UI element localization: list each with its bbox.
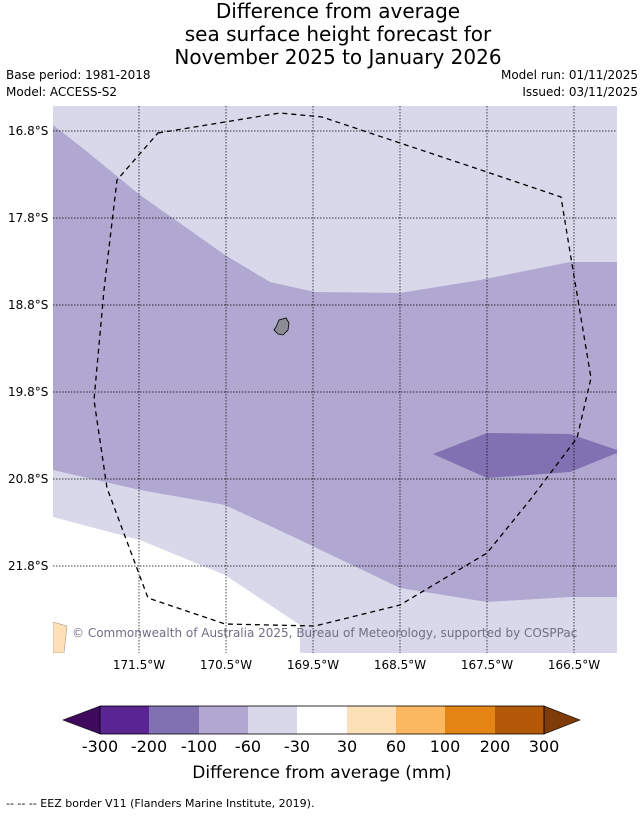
lon-label-170-5: 170.5°W (199, 658, 253, 672)
colorbar-tick-200: 200 (479, 737, 511, 756)
colorbar (62, 705, 581, 735)
lat-label-20-8: 20.8°S (8, 472, 49, 486)
colorbar-tick-minus-300: -300 (81, 737, 119, 756)
colorbar-tick-minus-100: -100 (180, 737, 218, 756)
colorbar-segment-9 (495, 706, 544, 734)
lat-label-17-8: 17.8°S (8, 211, 49, 225)
colorbar-tick-minus-60: -60 (234, 737, 262, 756)
base-period: Base period: 1981-2018 (6, 68, 151, 82)
title-line-1: Difference from average (215, 0, 461, 23)
chart-title: Difference from average sea surface heig… (0, 0, 644, 69)
copyright-notice: © Commonwealth of Australia 2025, Bureau… (72, 626, 578, 640)
colorbar-tick-minus-200: -200 (130, 737, 168, 756)
lat-label-19-8: 19.8°S (8, 385, 49, 399)
colorbar-segment-2 (149, 706, 199, 734)
lat-label-16-8: 16.8°S (8, 124, 49, 138)
title-line-2: sea surface height forecast for (184, 22, 492, 46)
land-peach-edge (53, 621, 68, 653)
colorbar-arrow-high (543, 705, 581, 735)
colorbar-tick-30: 30 (336, 737, 358, 756)
colorbar-segment-7 (396, 706, 445, 734)
issued-date: Issued: 03/11/2025 (522, 85, 638, 99)
lat-label-21-8: 21.8°S (8, 559, 49, 573)
lon-label-167-5: 167.5°W (460, 658, 514, 672)
lat-label-18-8: 18.8°S (8, 298, 49, 312)
eez-border (93, 112, 592, 627)
band-minus-60-to-30 (53, 125, 617, 602)
title-line-3: November 2025 to January 2026 (174, 45, 502, 69)
colorbar-segment-8 (445, 706, 495, 734)
colorbar-tick-60: 60 (385, 737, 407, 756)
model-run: Model run: 01/11/2025 (500, 68, 638, 82)
graticule (53, 106, 617, 653)
model-name: Model: ACCESS-S2 (6, 85, 118, 99)
colorbar-segment-5 (297, 706, 347, 734)
colorbar-outline (99, 705, 545, 735)
colorbar-tick-300: 300 (528, 737, 560, 756)
colorbar-tick-minus-30: -30 (283, 737, 311, 756)
band-minus-100-to-60 (433, 433, 617, 478)
colorbar-segment-6 (347, 706, 396, 734)
colorbar-tick-100: 100 (429, 737, 461, 756)
colorbar-segment-3 (199, 706, 248, 734)
lon-label-166-5: 166.5°W (547, 658, 601, 672)
colorbar-arrow-low (62, 705, 101, 735)
colorbar-segment-1 (100, 706, 149, 734)
island (273, 317, 290, 336)
map-area (53, 106, 617, 653)
colorbar-segment-4 (248, 706, 297, 734)
lon-label-169-5: 169.5°W (286, 658, 340, 672)
footnote-eez-source: -- -- -- EEZ border V11 (Flanders Marine… (6, 797, 315, 810)
lon-label-171-5: 171.5°W (112, 658, 166, 672)
band-zero-to-30-white (53, 517, 300, 653)
colorbar-label: Difference from average (mm) (192, 763, 452, 783)
lon-label-168-5: 168.5°W (373, 658, 427, 672)
